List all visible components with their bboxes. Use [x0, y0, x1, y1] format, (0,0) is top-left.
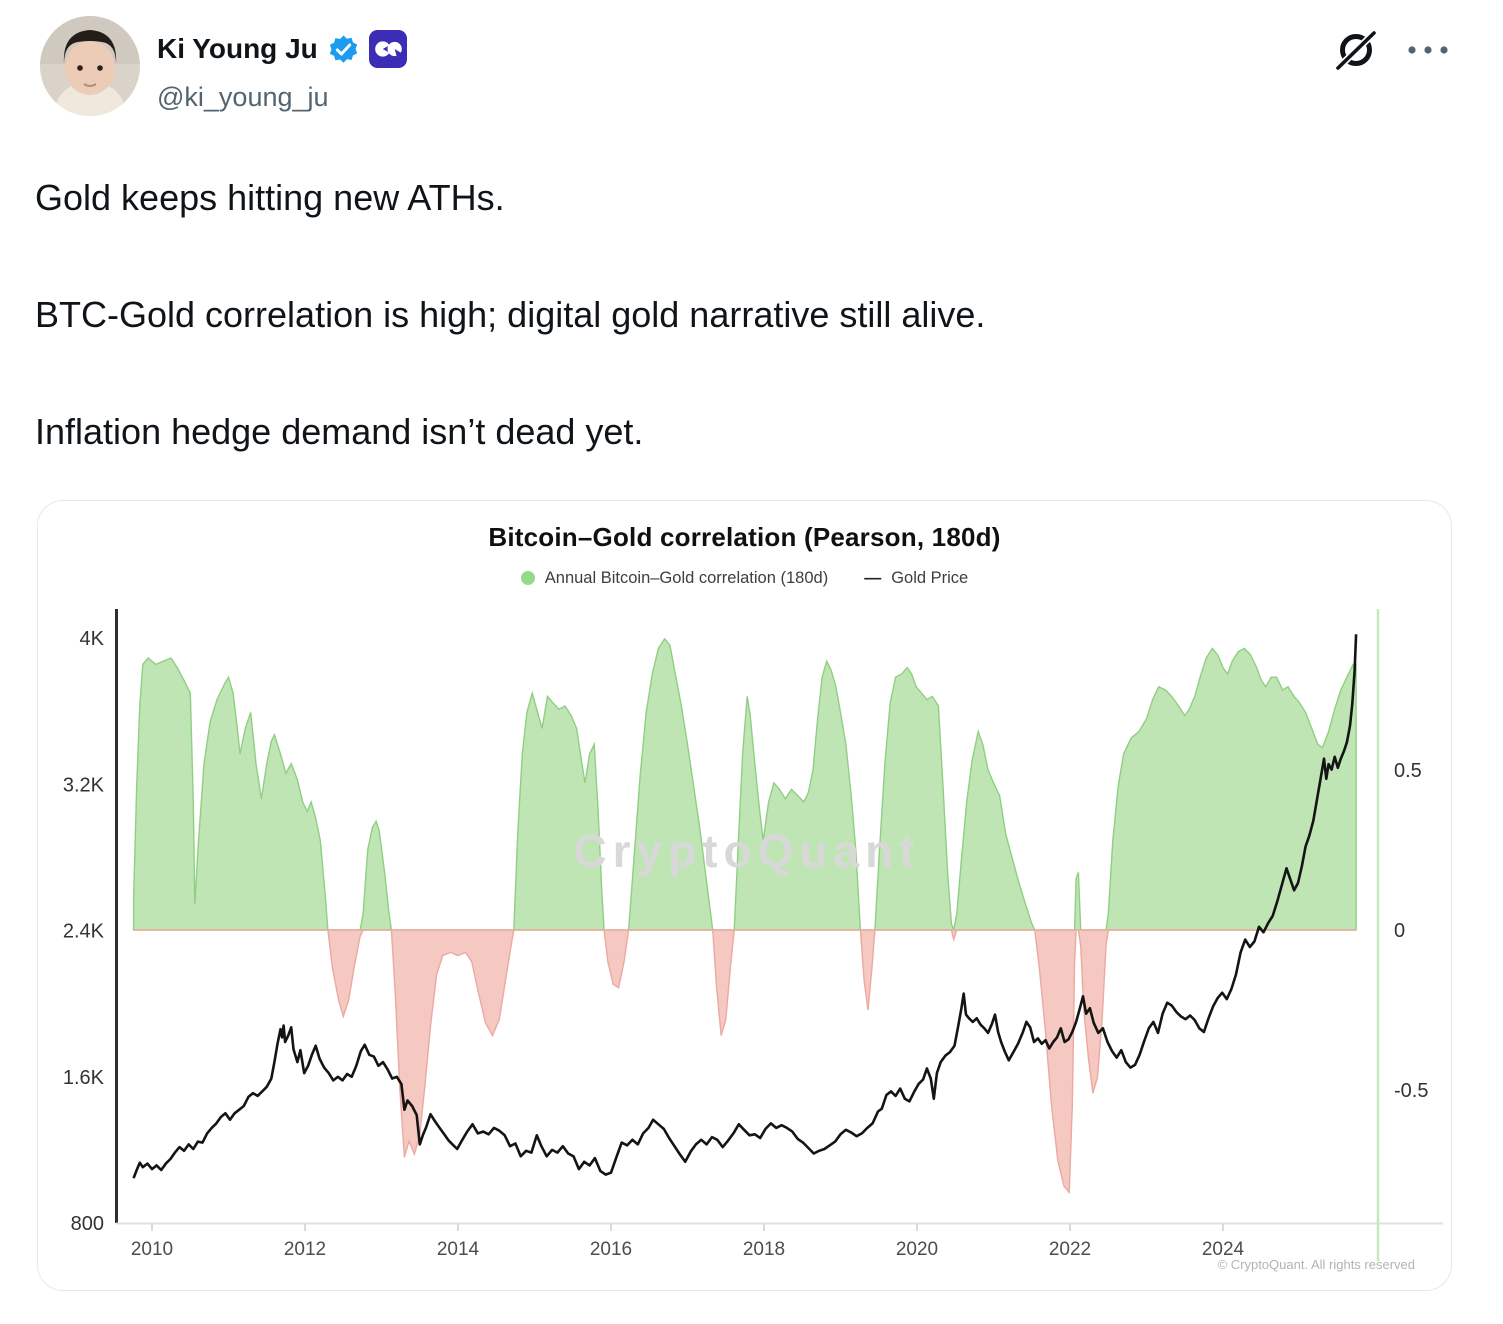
- x-axis-tick-labels: 2010 2012 2014 2016 2018 2020 2022 2024: [131, 1224, 1245, 1260]
- left-axis-tick-labels: 4K 3.2K 2.4K 1.6K 800: [63, 628, 105, 1235]
- svg-text:2016: 2016: [590, 1239, 632, 1260]
- svg-text:2014: 2014: [437, 1239, 480, 1260]
- avatar-image: [40, 16, 140, 116]
- svg-text:2018: 2018: [743, 1239, 785, 1260]
- verified-badge-icon: [329, 34, 357, 63]
- chart-card[interactable]: Bitcoin–Gold correlation (Pearson, 180d)…: [37, 500, 1452, 1291]
- svg-text:2022: 2022: [1049, 1239, 1091, 1260]
- svg-text:0.5: 0.5: [1394, 760, 1422, 782]
- correlation-legend-label: Annual Bitcoin–Gold correlation (180d): [544, 568, 829, 587]
- gold-legend-dash-icon: —: [864, 568, 882, 587]
- svg-text:3.2K: 3.2K: [63, 774, 105, 796]
- gold-price-line: [132, 634, 1358, 1179]
- svg-text:-0.5: -0.5: [1394, 1080, 1428, 1102]
- svg-text:4K: 4K: [80, 628, 105, 650]
- tweet-text-line-1: Gold keeps hitting new ATHs.: [35, 177, 505, 218]
- svg-text:800: 800: [71, 1213, 104, 1235]
- copyright-note: © CryptoQuant. All rights reserved: [1218, 1257, 1415, 1272]
- cryptoquant-org-badge-icon[interactable]: [368, 30, 407, 68]
- svg-text:2024: 2024: [1202, 1239, 1245, 1260]
- svg-text:0: 0: [1394, 920, 1405, 942]
- tweet-text-line-3: Inflation hedge demand isn’t dead yet.: [35, 411, 644, 452]
- correlation-chart-plot[interactable]: CryptoQuant 4K 3.2K 2.4K 1.6K 800 0.5 0 -0.5 2…: [38, 601, 1451, 1291]
- svg-text:2010: 2010: [131, 1239, 173, 1260]
- tweet-text-line-2: BTC-Gold correlation is high; digital go…: [35, 294, 986, 335]
- author-name[interactable]: Ki Young Ju: [157, 33, 318, 65]
- correlation-positive-area: [132, 637, 1357, 933]
- more-options-icon[interactable]: [1405, 40, 1451, 60]
- tweet-actions: [1331, 26, 1451, 74]
- chart-title: Bitcoin–Gold correlation (Pearson, 180d): [488, 522, 1001, 552]
- gold-legend-label: Gold Price: [891, 568, 969, 587]
- right-axis-tick-labels: 0.5 0 -0.5: [1394, 760, 1428, 1102]
- grok-icon[interactable]: [1331, 26, 1379, 74]
- watermark: CryptoQuant: [573, 825, 920, 877]
- correlation-negative-area: [133, 929, 1357, 1195]
- svg-text:1.6K: 1.6K: [63, 1067, 105, 1089]
- author-row: Ki Young Ju: [157, 30, 407, 68]
- svg-text:2.4K: 2.4K: [63, 921, 105, 943]
- svg-text:2012: 2012: [284, 1239, 326, 1260]
- chart-legend: Annual Bitcoin–Gold correlation (180d) —…: [38, 568, 1451, 588]
- svg-text:2020: 2020: [896, 1239, 938, 1260]
- correlation-legend-dot-icon: [520, 571, 535, 585]
- author-handle[interactable]: @ki_young_ju: [157, 82, 329, 112]
- avatar[interactable]: [40, 16, 140, 116]
